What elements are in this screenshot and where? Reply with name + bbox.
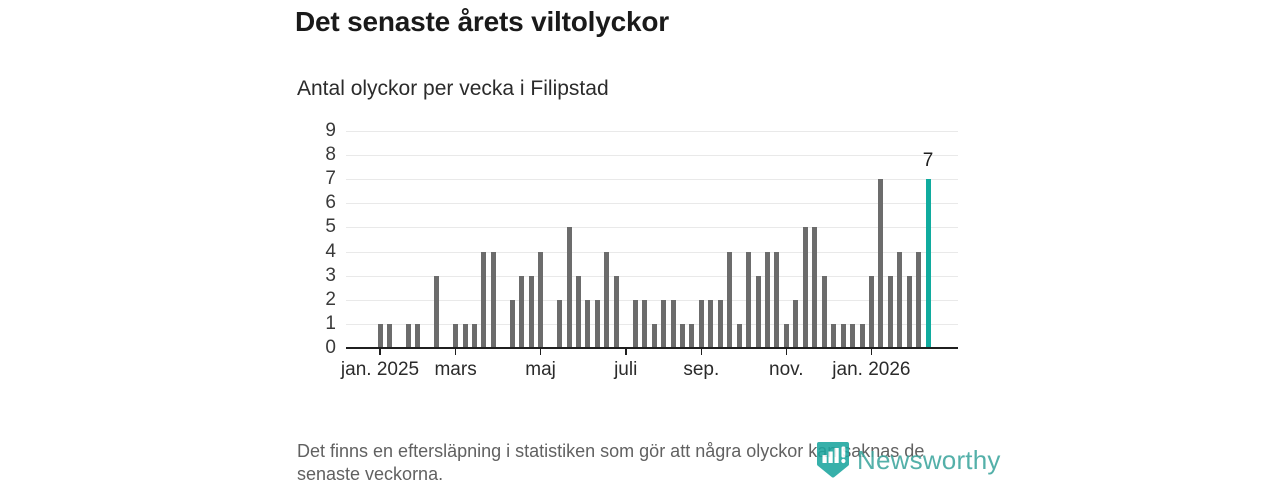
y-axis-tick-label: 1 [325, 312, 336, 334]
footnote-line-1: Det finns en eftersläpning i statistiken… [297, 441, 925, 461]
bar-week [670, 299, 676, 348]
x-axis-tick [379, 349, 381, 355]
bar-week [538, 251, 544, 348]
bar-week [831, 323, 837, 348]
bar-week [736, 323, 742, 348]
bar-week [679, 323, 685, 348]
newsworthy-logo: Newsworthy [816, 441, 1001, 479]
bar-week [868, 275, 874, 348]
bar-week [708, 299, 714, 348]
bar-week [490, 251, 496, 348]
bar-week [661, 299, 666, 348]
bar-week [850, 323, 855, 348]
y-axis-tick-label: 4 [325, 240, 336, 262]
bar-week [386, 323, 392, 348]
bar-week [415, 323, 421, 348]
y-axis-tick-label: 7 [325, 168, 336, 190]
bar-week [613, 275, 619, 348]
x-axis-tick-label: maj [525, 359, 556, 380]
x-axis-tick-label: jan. 2025 [340, 359, 420, 380]
y-axis-tick-label: 8 [325, 144, 336, 166]
bar-week [765, 251, 770, 348]
y-gridline [346, 203, 958, 205]
bar-week [774, 251, 780, 348]
x-axis-tick-label: sep. [683, 359, 720, 380]
bar-week [632, 299, 638, 348]
bar-week [377, 323, 383, 348]
bar-week [698, 299, 704, 348]
bar-week [642, 299, 648, 348]
bar-week [897, 251, 903, 348]
newsworthy-logo-text: Newsworthy [857, 444, 1001, 475]
x-axis-tick [625, 349, 627, 355]
bar-week [509, 299, 515, 348]
bar-week [746, 251, 751, 348]
bar-week [689, 323, 695, 348]
bar-week [566, 227, 572, 348]
bar-week [604, 251, 610, 348]
bar-week [481, 251, 487, 348]
bar-week [878, 179, 884, 348]
bar-week [585, 299, 591, 348]
bar-week [717, 299, 723, 348]
bar-week [793, 299, 799, 348]
y-gridline [346, 251, 958, 253]
bar-week [887, 275, 893, 348]
x-axis-tick-label: nov. [769, 359, 804, 380]
bar-week [783, 323, 789, 348]
y-gridline [346, 155, 958, 157]
bar-week [405, 323, 411, 348]
bar-week [651, 323, 657, 348]
footnote-line-2: senaste veckorna. [297, 464, 444, 480]
bar-week [755, 275, 761, 348]
y-gridline [346, 131, 958, 132]
bar-week [916, 251, 922, 348]
y-axis-tick-label: 5 [325, 216, 336, 238]
y-gridline [346, 275, 958, 277]
bar-week [462, 323, 468, 348]
bar-week [727, 251, 733, 348]
bar-week [859, 323, 865, 348]
bar-week [802, 227, 808, 348]
x-axis-tick [454, 349, 457, 355]
bar-week [472, 323, 477, 348]
x-axis-tick-label: mars [434, 359, 477, 380]
y-axis-tick-label: 6 [325, 192, 336, 214]
bar-week [528, 275, 534, 348]
bar-week [576, 275, 581, 348]
bar-week [906, 275, 912, 348]
footnote: Det finns en eftersläpning i statistiken… [297, 440, 924, 480]
bar-current-week [925, 179, 931, 348]
chart-subtitle: Antal olyckor per vecka i Filipstad [297, 77, 609, 100]
x-axis-tick [539, 349, 542, 355]
bar-week [594, 299, 600, 348]
y-axis-tick-label: 0 [325, 337, 336, 358]
x-axis-line [346, 347, 958, 349]
bar-week [519, 275, 525, 348]
bar-week [812, 227, 818, 348]
bar-week [434, 275, 440, 348]
bar-week [840, 323, 846, 348]
x-axis-tick-label: juli [614, 359, 638, 380]
highlight-value-label: 7 [922, 150, 934, 171]
chart-title: Det senaste årets viltolyckor [295, 6, 669, 37]
bar-week [453, 323, 459, 348]
bar-week [821, 275, 827, 348]
x-axis-tick-label: jan. 2026 [832, 359, 911, 380]
y-gridline [346, 227, 958, 229]
x-axis-tick [785, 349, 788, 355]
y-axis-tick-label: 9 [325, 120, 336, 141]
y-gridline [346, 179, 958, 181]
bar-week [557, 299, 562, 348]
newsworthy-chart-bubble-icon [817, 442, 849, 478]
y-axis-tick-label: 3 [325, 264, 336, 286]
x-axis-tick [700, 349, 702, 355]
x-axis-tick [870, 349, 873, 355]
y-gridline [346, 299, 958, 301]
y-axis-tick-label: 2 [325, 288, 336, 310]
